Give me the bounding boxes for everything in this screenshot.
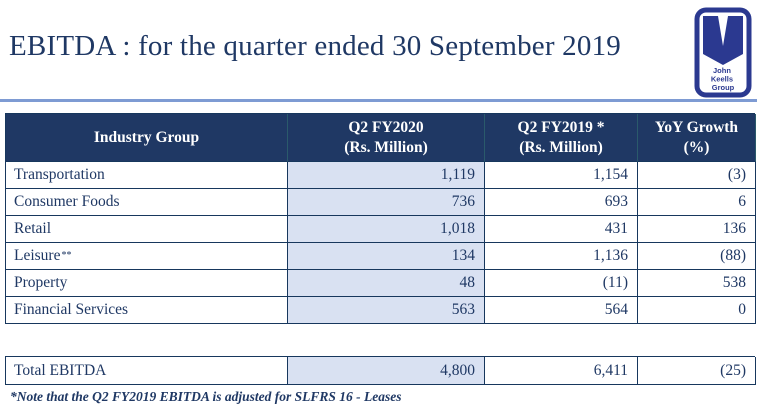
industry-name: Retail: [14, 220, 52, 237]
header-line: (%): [683, 138, 710, 156]
table-cell-fy2019: 564: [485, 297, 638, 324]
table-row-industry-label: Property: [6, 270, 288, 297]
table-cell-yoy: 0: [638, 297, 756, 324]
total-ebitda-row: Total EBITDA 4,800 6,411 (25): [5, 356, 756, 385]
table-row-industry-label: Leisure **: [6, 243, 288, 270]
logo-emblem-icon: John Keells Group: [694, 7, 752, 98]
industry-name: Financial Services: [14, 301, 129, 318]
table-cell-fy2019: 431: [485, 216, 638, 243]
table-cell-fy2020: 563: [288, 297, 485, 324]
logo-text-line2: Keells: [711, 75, 733, 84]
table-cell-fy2019: 1,136: [485, 243, 638, 270]
logo-text-line3: Group: [712, 83, 735, 92]
john-keells-group-logo: John Keells Group: [694, 7, 752, 98]
table-row-industry-label: Consumer Foods: [6, 189, 288, 216]
header-line: (Rs. Million): [519, 138, 603, 156]
table-cell-fy2019: 1,154: [485, 162, 638, 189]
column-header-q2-fy2020: Q2 FY2020 (Rs. Million): [288, 114, 485, 162]
total-fy2019: 6,411: [485, 357, 638, 385]
header-line: (Rs. Million): [344, 138, 428, 156]
total-label: Total EBITDA: [6, 357, 288, 385]
table-cell-yoy: 6: [638, 189, 756, 216]
table-cell-fy2020: 736: [288, 189, 485, 216]
header-line: Industry Group: [93, 128, 200, 146]
table-cell-yoy: 538: [638, 270, 756, 297]
ebitda-table: Industry Group Q2 FY2020 (Rs. Million) Q…: [5, 113, 756, 324]
table-cell-yoy: (88): [638, 243, 756, 270]
column-header-q2-fy2019: Q2 FY2019 * (Rs. Million): [485, 114, 638, 162]
total-fy2020: 4,800: [288, 357, 485, 385]
header-line: Q2 FY2020: [348, 119, 424, 137]
footnote: *Note that the Q2 FY2019 EBITDA is adjus…: [10, 389, 402, 404]
logo-text-line1: John: [713, 66, 731, 75]
table-row-industry-label: Transportation: [6, 162, 288, 189]
column-header-yoy-growth: YoY Growth (%): [638, 114, 756, 162]
column-header-industry-group: Industry Group: [6, 114, 288, 162]
table-cell-fy2019: (11): [485, 270, 638, 297]
table-row-industry-label: Retail: [6, 216, 288, 243]
title-divider: [0, 99, 757, 102]
table-cell-fy2020: 134: [288, 243, 485, 270]
page-title: EBITDA : for the quarter ended 30 Septem…: [9, 30, 621, 62]
header-line: YoY Growth: [654, 119, 739, 137]
industry-name: Transportation: [14, 166, 105, 183]
table-cell-fy2020: 48: [288, 270, 485, 297]
table-cell-yoy: 136: [638, 216, 756, 243]
table-cell-fy2020: 1,018: [288, 216, 485, 243]
industry-name: Consumer Foods: [14, 193, 120, 210]
table-cell-fy2020: 1,119: [288, 162, 485, 189]
svg-text:John Keells Group: John Keells Group: [711, 66, 735, 92]
table-cell-yoy: (3): [638, 162, 756, 189]
industry-name: Property: [14, 274, 68, 291]
header-line: Q2 FY2019 *: [517, 119, 605, 137]
total-yoy: (25): [638, 357, 756, 385]
table-cell-fy2019: 693: [485, 189, 638, 216]
table-row-industry-label: Financial Services: [6, 297, 288, 324]
industry-name: Leisure: [14, 247, 61, 264]
